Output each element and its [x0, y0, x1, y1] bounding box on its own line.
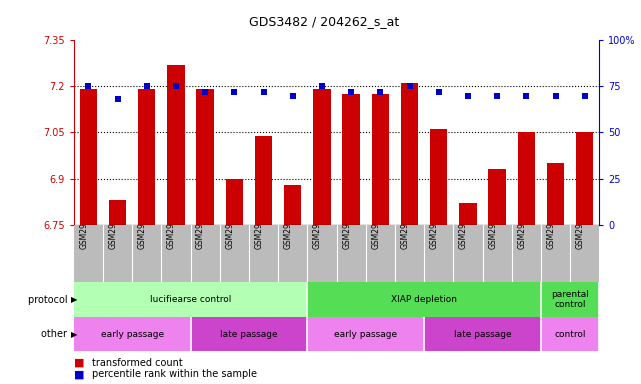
Point	[200, 89, 210, 95]
Bar	[517, 132, 535, 225]
Bar	[138, 89, 156, 225]
Point	[463, 93, 473, 99]
Point	[171, 83, 181, 89]
Text: GSM294811: GSM294811	[459, 204, 468, 249]
Point	[83, 83, 94, 89]
Point	[317, 83, 327, 89]
Text: GSM294806: GSM294806	[313, 203, 322, 250]
Text: GSM294814: GSM294814	[196, 203, 205, 250]
Text: parental
control: parental control	[551, 290, 589, 309]
Text: GSM294817: GSM294817	[284, 203, 293, 250]
Point	[346, 89, 356, 95]
Text: ■: ■	[74, 369, 88, 379]
Point	[112, 96, 122, 103]
Text: GSM294808: GSM294808	[371, 203, 380, 250]
Bar	[109, 200, 126, 225]
Text: GSM294815: GSM294815	[226, 203, 235, 250]
Bar	[547, 163, 564, 225]
Bar	[226, 179, 243, 225]
Text: GSM294816: GSM294816	[254, 203, 263, 250]
Bar	[167, 65, 185, 225]
Text: protocol: protocol	[28, 295, 71, 305]
Text: ▶: ▶	[71, 295, 77, 304]
Text: GSM294804: GSM294804	[138, 203, 147, 250]
Text: transformed count: transformed count	[92, 358, 183, 368]
Text: GSM294818: GSM294818	[547, 204, 556, 249]
Bar	[74, 317, 190, 351]
Point	[492, 93, 503, 99]
Text: early passage: early passage	[334, 329, 397, 339]
Bar	[79, 89, 97, 225]
Point	[579, 93, 590, 99]
Text: percentile rank within the sample: percentile rank within the sample	[92, 369, 256, 379]
Bar	[190, 317, 307, 351]
Point	[142, 83, 152, 89]
Bar	[342, 94, 360, 225]
Text: control: control	[554, 329, 586, 339]
Text: ■: ■	[74, 358, 88, 368]
Point	[229, 89, 240, 95]
Bar	[313, 89, 331, 225]
Bar	[459, 203, 477, 225]
Bar	[488, 169, 506, 225]
Bar	[401, 83, 419, 225]
Text: late passage: late passage	[220, 329, 278, 339]
Text: early passage: early passage	[101, 329, 163, 339]
Text: GSM294812: GSM294812	[488, 204, 497, 249]
Point	[551, 93, 561, 99]
Text: GSM294802: GSM294802	[79, 203, 88, 250]
Text: GSM294809: GSM294809	[401, 203, 410, 250]
Text: ▶: ▶	[71, 329, 77, 339]
Bar	[424, 317, 541, 351]
Bar	[576, 132, 594, 225]
Point	[404, 83, 415, 89]
Bar	[307, 317, 424, 351]
Text: GSM294810: GSM294810	[429, 203, 438, 250]
Text: GSM294803: GSM294803	[108, 203, 117, 250]
Bar	[74, 282, 307, 317]
Point	[433, 89, 444, 95]
Text: other: other	[42, 329, 71, 339]
Bar	[196, 89, 214, 225]
Text: GSM294813: GSM294813	[517, 203, 526, 250]
Point	[375, 89, 385, 95]
Bar	[254, 136, 272, 225]
Text: XIAP depletion: XIAP depletion	[391, 295, 457, 304]
Text: late passage: late passage	[454, 329, 512, 339]
Bar	[307, 282, 541, 317]
Bar	[430, 129, 447, 225]
Bar	[284, 185, 301, 225]
Point	[521, 93, 531, 99]
Text: GDS3482 / 204262_s_at: GDS3482 / 204262_s_at	[249, 15, 399, 28]
Text: GSM294819: GSM294819	[576, 203, 585, 250]
Text: lucifiearse control: lucifiearse control	[150, 295, 231, 304]
Point	[288, 93, 298, 99]
Text: GSM294807: GSM294807	[342, 203, 351, 250]
Bar	[372, 94, 389, 225]
Text: GSM294805: GSM294805	[167, 203, 176, 250]
Bar	[541, 282, 599, 317]
Bar	[541, 317, 599, 351]
Point	[258, 89, 269, 95]
